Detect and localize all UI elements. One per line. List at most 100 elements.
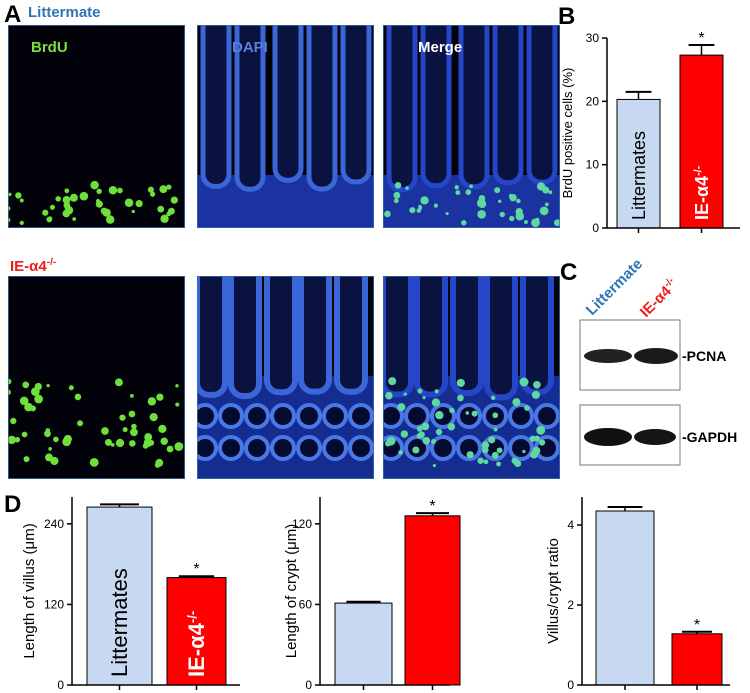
brdu-cell [420,196,429,205]
bar [679,54,724,229]
villus [458,25,490,190]
brdu-cell [122,427,128,433]
brdu-cell [456,378,465,388]
brdu-cell [461,220,467,226]
brdu-cell [55,196,61,202]
brdu-cell [104,438,112,446]
crypt [456,403,482,429]
blot-column-label: IE-α4-/- [636,275,681,320]
brdu-cell [147,397,157,406]
brdu-cell [108,185,118,195]
brdu-cell [42,209,49,216]
category-label: Littermates [107,568,132,677]
row-label-main: Littermate [28,4,101,21]
crypt [296,435,322,461]
brdu-cell [538,439,546,446]
category-label-main: IE-α4 [692,176,712,220]
brdu-cell [124,198,134,208]
brdu-cell [175,384,179,388]
brdu-cell [19,220,24,226]
crypt [348,435,374,461]
brdu-cell [516,198,521,204]
brdu-cell [46,384,50,388]
brdu-cell [47,216,53,221]
brdu-cell [393,191,401,199]
brdu-cell [496,447,503,454]
brdu-cell [62,195,71,204]
brdu-cell [536,425,546,435]
brdu-cell [158,424,167,434]
brdu-cell [496,461,501,467]
brdu-cell [523,220,528,224]
villus [298,276,332,395]
villus [492,25,524,186]
category-label: IE-α4-/- [184,611,209,677]
brdu-cell [23,456,30,463]
brdu-cell [8,192,12,197]
brdu-cell [544,202,549,207]
brdu-cell [539,206,549,216]
y-tick-label: 30 [586,31,600,45]
brdu-cell [422,436,431,445]
brdu-cell [481,441,490,449]
brdu-cell [10,417,17,425]
brdu-cell [53,436,59,443]
y-tick-label: 4 [567,518,574,532]
brdu-cell [522,449,526,454]
brdu-cell [409,207,416,214]
significance-mark: * [694,617,700,634]
y-axis-label: Length of crypt (μm) [283,524,300,659]
bar [595,510,655,686]
crypt [244,403,270,429]
category-label-sup: -/- [692,165,704,176]
brdu-cell [135,200,143,208]
brdu-cell [148,439,155,446]
brdu-cell [79,191,89,201]
brdu-cell [465,189,472,195]
y-tick-label: 120 [292,517,312,531]
micrograph-bg [8,25,185,228]
brdu-cell [393,198,399,204]
brdu-cell [388,377,397,386]
villus [200,25,232,189]
bar [404,515,461,686]
brdu-cell [418,431,425,438]
significance-mark: * [429,498,435,515]
brdu-cell [34,394,43,404]
brdu-cell [398,450,403,455]
brdu-cell [515,212,525,221]
category-label: Littermates [629,131,649,220]
band-label: -GAPDH [682,429,737,445]
y-tick-label: 0 [305,678,312,692]
significance-mark: * [698,30,704,47]
panel-label: B [558,3,575,30]
category-label: IE-α4-/- [692,165,712,220]
brdu-cell [156,393,164,401]
villus [272,25,304,183]
villus [526,25,558,185]
brdu-cell [69,193,78,202]
bar [334,602,393,686]
bar [166,577,227,686]
brdu-cell [491,451,499,459]
y-axis-label: BrdU positive cells (%) [560,68,575,199]
brdu-cell [498,199,502,204]
brdu-cell [49,204,56,210]
micrograph-bg [8,276,185,479]
panel-label: D [4,491,21,518]
brdu-cell [397,403,406,412]
column-title: DAPI [232,39,268,56]
y-tick-label: 120 [44,597,64,611]
brdu-cell [175,402,180,407]
brdu-cell [394,182,402,189]
brdu-cell [476,198,486,208]
villus [306,25,338,192]
brdu-cell [174,442,184,451]
brdu-cell [119,414,126,421]
row-label: IE-α4-/- [10,257,56,275]
brdu-cell [535,217,540,222]
brdu-cell [433,203,439,208]
crypt [456,435,482,461]
brdu-cell [96,188,102,195]
